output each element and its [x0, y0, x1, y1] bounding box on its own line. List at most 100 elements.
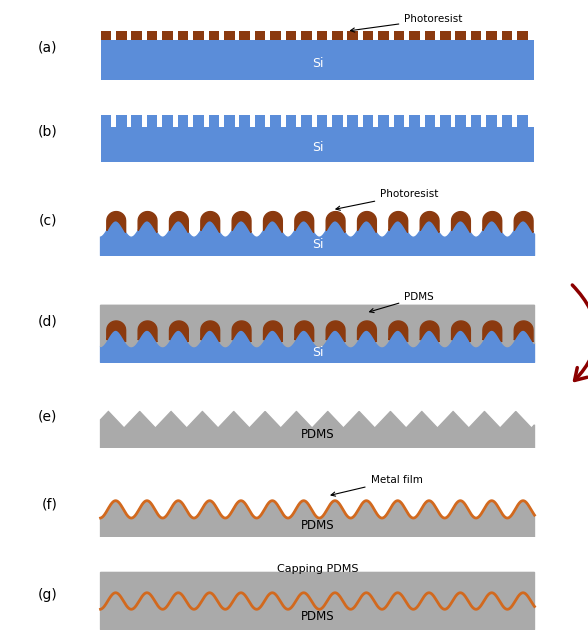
Bar: [239, 115, 250, 127]
Polygon shape: [483, 212, 502, 232]
Polygon shape: [138, 212, 157, 232]
Bar: [471, 31, 482, 40]
Polygon shape: [201, 212, 220, 232]
Bar: [116, 31, 126, 40]
Bar: [348, 115, 358, 127]
Polygon shape: [101, 501, 534, 537]
Bar: [255, 115, 265, 127]
Polygon shape: [232, 212, 251, 232]
Bar: [147, 115, 158, 127]
Bar: [486, 31, 497, 40]
Polygon shape: [101, 572, 534, 609]
Polygon shape: [101, 305, 534, 347]
Text: (d): (d): [38, 314, 57, 328]
Polygon shape: [101, 593, 534, 630]
Bar: [440, 115, 450, 127]
Polygon shape: [514, 212, 533, 232]
Bar: [209, 115, 219, 127]
Polygon shape: [358, 321, 376, 342]
Text: Si: Si: [312, 347, 323, 359]
Text: (f): (f): [41, 497, 57, 511]
Bar: [440, 31, 450, 40]
Polygon shape: [483, 321, 502, 342]
Text: (g): (g): [38, 588, 57, 602]
Bar: [193, 31, 203, 40]
Bar: [270, 31, 281, 40]
Polygon shape: [295, 212, 313, 232]
Polygon shape: [232, 321, 251, 342]
Polygon shape: [389, 212, 407, 232]
Bar: [239, 31, 250, 40]
Polygon shape: [107, 212, 126, 232]
Bar: [394, 31, 405, 40]
Polygon shape: [326, 212, 345, 232]
Bar: [332, 115, 343, 127]
Text: Capping PDMS: Capping PDMS: [277, 563, 358, 574]
Bar: [409, 115, 420, 127]
Bar: [286, 115, 296, 127]
Polygon shape: [420, 321, 439, 342]
Text: Si: Si: [312, 141, 323, 154]
Polygon shape: [295, 321, 313, 342]
Polygon shape: [101, 221, 534, 256]
Bar: [348, 31, 358, 40]
Bar: [162, 31, 173, 40]
Polygon shape: [452, 321, 470, 342]
Polygon shape: [201, 321, 220, 342]
Polygon shape: [514, 321, 533, 342]
Text: PDMS: PDMS: [300, 519, 335, 532]
Polygon shape: [101, 330, 534, 363]
Bar: [101, 31, 111, 40]
Bar: [316, 31, 327, 40]
Bar: [425, 115, 435, 127]
Bar: [378, 31, 389, 40]
Polygon shape: [169, 321, 188, 342]
Bar: [193, 115, 203, 127]
Polygon shape: [107, 321, 126, 342]
Bar: [456, 115, 466, 127]
Bar: [502, 31, 512, 40]
Polygon shape: [169, 212, 188, 232]
Polygon shape: [389, 321, 407, 342]
Text: Photoresist: Photoresist: [336, 189, 439, 211]
Bar: [224, 31, 235, 40]
Polygon shape: [138, 321, 157, 342]
Bar: [131, 115, 142, 127]
Bar: [147, 31, 158, 40]
Polygon shape: [263, 212, 282, 232]
Text: Photoresist: Photoresist: [350, 14, 463, 32]
Text: PDMS: PDMS: [370, 292, 434, 313]
Bar: [471, 115, 482, 127]
Text: Metal film: Metal film: [331, 474, 422, 496]
Bar: [101, 127, 534, 162]
Polygon shape: [326, 321, 345, 342]
Text: (a): (a): [38, 41, 57, 55]
Polygon shape: [420, 212, 439, 232]
Bar: [270, 115, 281, 127]
Text: (b): (b): [38, 125, 57, 139]
Bar: [316, 115, 327, 127]
Text: PDMS: PDMS: [300, 611, 335, 623]
Bar: [409, 31, 420, 40]
Bar: [425, 31, 435, 40]
Text: (e): (e): [38, 410, 57, 424]
Text: Si: Si: [312, 238, 323, 251]
Bar: [178, 31, 188, 40]
Bar: [378, 115, 389, 127]
Bar: [101, 40, 534, 80]
Bar: [301, 115, 312, 127]
Text: Si: Si: [312, 57, 323, 70]
Bar: [162, 115, 173, 127]
Polygon shape: [452, 212, 470, 232]
Polygon shape: [101, 411, 534, 448]
Polygon shape: [358, 212, 376, 232]
Bar: [131, 31, 142, 40]
Bar: [178, 115, 188, 127]
Bar: [286, 31, 296, 40]
Bar: [255, 31, 265, 40]
Bar: [363, 31, 373, 40]
Bar: [209, 31, 219, 40]
Bar: [456, 31, 466, 40]
Bar: [502, 115, 512, 127]
Bar: [301, 31, 312, 40]
